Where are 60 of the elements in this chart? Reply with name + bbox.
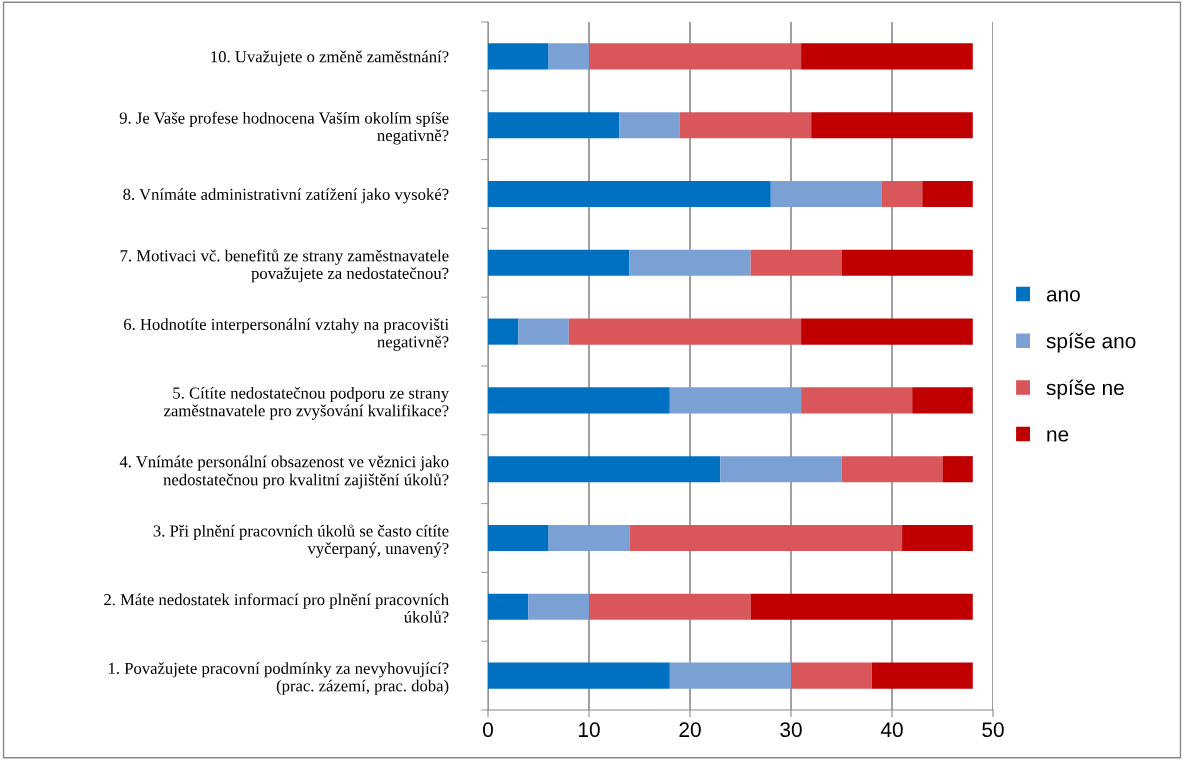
bar bbox=[669, 387, 802, 414]
bar bbox=[922, 180, 973, 208]
bar bbox=[488, 43, 549, 70]
bar bbox=[770, 180, 882, 208]
bar bbox=[488, 456, 721, 483]
bar bbox=[488, 180, 771, 208]
bar bbox=[679, 112, 812, 139]
bar bbox=[619, 112, 680, 139]
bar bbox=[518, 318, 569, 345]
bar bbox=[669, 662, 791, 689]
legend-label: ano bbox=[1046, 290, 1080, 302]
y-tick-label: 6. Hodnotíte interpersonální vztahy na pracovišti negativně? bbox=[123, 318, 449, 351]
bar bbox=[629, 249, 751, 276]
legend-label: spíše ano bbox=[1046, 332, 1136, 353]
y-tick-label: 9. Je Vaše profese hodnocena Vaším okolím spíše negativně? bbox=[119, 111, 449, 145]
bar bbox=[488, 662, 670, 689]
bar bbox=[881, 180, 923, 208]
bar bbox=[801, 387, 913, 414]
y-tick-label: 8. Vnímáte administrativní zatížení jako vysoké? bbox=[123, 188, 449, 204]
x-tick-label: 30 bbox=[780, 722, 802, 738]
x-tick-label: 50 bbox=[982, 722, 1004, 738]
bar bbox=[902, 524, 973, 552]
bar bbox=[720, 456, 842, 483]
y-tick-label: 10. Uvažujete o změně zaměstnání? bbox=[211, 50, 449, 66]
legend-label: ne bbox=[1047, 430, 1069, 442]
x-tick-label: 0 bbox=[483, 722, 493, 738]
x-tick-label: 20 bbox=[679, 722, 701, 738]
bar bbox=[629, 524, 903, 552]
y-tick-label: 3. Při plnění pracovních úkolů se často cítíte vyčerpaný, unavený? bbox=[153, 524, 449, 558]
bar bbox=[488, 249, 630, 276]
bar bbox=[528, 593, 589, 620]
bar bbox=[488, 593, 529, 620]
y-tick-label: 5. Cítíte nedostatečnou podporu ze strany zaměstnavatele pro zvyšování kvalifikace? bbox=[164, 386, 450, 420]
bar bbox=[912, 387, 973, 414]
bar bbox=[589, 593, 751, 620]
bar bbox=[488, 112, 620, 139]
bar bbox=[488, 318, 519, 345]
y-tick-label: 2. Máte nedostatek informací pro plnění pracovních úkolů? bbox=[104, 593, 449, 623]
bar bbox=[791, 662, 872, 689]
bar bbox=[871, 662, 973, 689]
bar bbox=[548, 43, 589, 70]
bar bbox=[811, 112, 973, 139]
bar bbox=[841, 456, 943, 483]
y-tick-label: 7. Motivaci vč. benefitů ze strany zaměstnavatele považujete za nedostatečnou? bbox=[120, 249, 449, 283]
bar bbox=[568, 318, 802, 345]
bar bbox=[548, 524, 630, 552]
y-tick-label: 1. Považujete pracovní podmínky za nevyhovující? (prac. zázemí, prac. doba) bbox=[109, 662, 449, 695]
x-tick-label: 10 bbox=[579, 722, 600, 738]
bar bbox=[750, 249, 842, 276]
bar bbox=[488, 524, 549, 552]
bar bbox=[942, 456, 973, 483]
x-tick-label: 40 bbox=[880, 722, 903, 738]
bar bbox=[841, 249, 973, 276]
y-tick-label: 4. Vnímáte personální obsazenost ve věznici jako nedostatečnou pro kvalitní zajištění úkolů? bbox=[119, 455, 449, 489]
bar bbox=[589, 43, 802, 70]
legend-label: spíše ne bbox=[1046, 379, 1124, 400]
bar bbox=[488, 387, 670, 414]
bar bbox=[750, 593, 973, 620]
bar bbox=[801, 43, 973, 70]
bar bbox=[801, 318, 973, 345]
